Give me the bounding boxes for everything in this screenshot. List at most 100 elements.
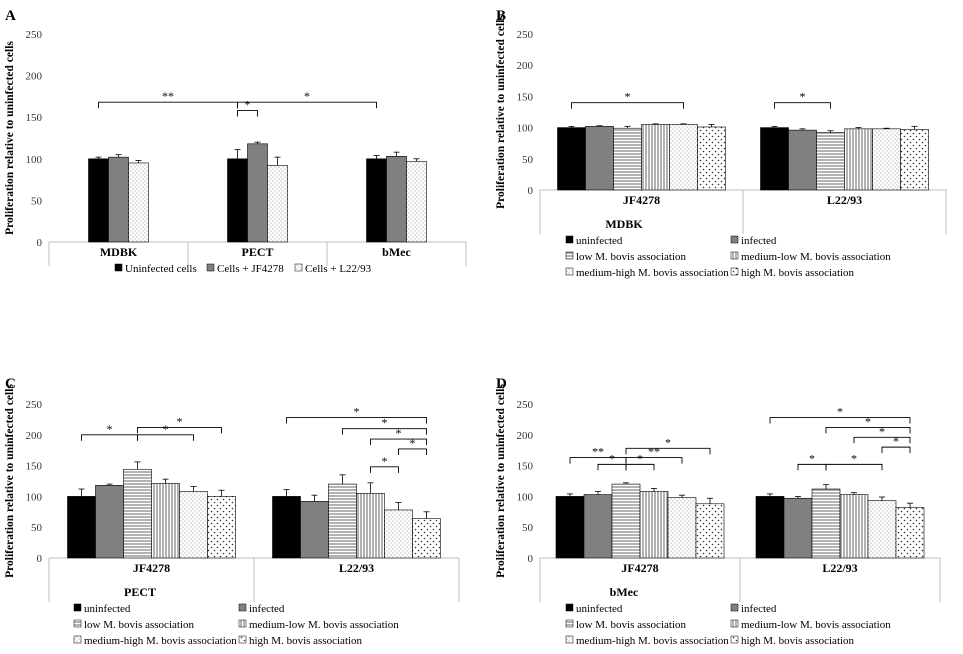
panel-title: PECT: [124, 585, 156, 599]
legend-label: medium-low M. bovis association: [249, 619, 399, 631]
significance-bracket: **: [98, 89, 238, 109]
category-label: L22/93: [822, 561, 857, 575]
legend-swatch: [730, 235, 739, 244]
bar: [667, 497, 697, 559]
significance-label: *: [382, 416, 388, 430]
bar: [179, 491, 208, 559]
significance-label: *: [163, 422, 169, 436]
bar: [557, 127, 586, 191]
bar: [839, 494, 869, 559]
significance-label: *: [879, 424, 885, 438]
legend-item: medium-high M. bovis association: [565, 635, 729, 647]
bracket-line: [370, 466, 399, 473]
y-tick-label: 250: [26, 29, 43, 41]
bar: [641, 124, 670, 191]
panel-letter: B: [496, 8, 506, 24]
y-tick-label: 200: [517, 60, 534, 72]
y-tick-label: 250: [517, 29, 534, 41]
legend-swatch: [238, 635, 247, 644]
legend: uninfected infected low M. bovis associati…: [565, 603, 891, 647]
bar: [695, 503, 725, 559]
y-tick-label: 100: [517, 123, 534, 135]
y-tick-label: 200: [26, 71, 43, 83]
legend-item: medium-high M. bovis association: [73, 635, 237, 647]
bracket-line: [571, 102, 684, 109]
significance-bracket: *: [342, 416, 427, 435]
significance-bracket: **: [569, 445, 627, 464]
y-tick-label: 200: [517, 430, 534, 442]
bar: [386, 156, 407, 243]
legend-swatch: [238, 619, 247, 628]
bracket-line: [342, 428, 427, 435]
bracket-line: [825, 463, 883, 471]
category-label: PECT: [241, 245, 273, 259]
y-axis: 0 50 100 150 200 250: [26, 29, 43, 249]
bracket-line: [825, 426, 911, 434]
significance-label: **: [648, 445, 660, 459]
y-tick-label: 200: [26, 430, 43, 442]
legend-swatch: [206, 263, 215, 272]
y-axis: 0 50 100 150 200 250: [517, 399, 534, 565]
bar: [872, 128, 901, 191]
legend-swatch: [565, 267, 574, 276]
legend-label: medium-high M. bovis association: [84, 635, 237, 647]
significance-label: *: [851, 451, 857, 465]
legend-label: medium-low M. bovis association: [741, 619, 891, 631]
panel-C: C 0 50 100 150 200 250 Proliferation relative t…: [4, 376, 460, 647]
bar: [755, 496, 785, 559]
legend-label: uninfected: [576, 603, 623, 615]
legend-swatch: [730, 619, 739, 628]
bracket-line: [237, 110, 258, 117]
panel-letter: A: [5, 8, 16, 24]
bracket-line: [625, 463, 655, 471]
significance-bracket: *: [625, 451, 655, 471]
bar: [366, 158, 387, 243]
y-tick-label: 0: [37, 237, 43, 249]
significance-label: *: [382, 454, 388, 468]
y-tick-label: 150: [517, 461, 534, 473]
legend-swatch: [73, 635, 82, 644]
significance-bracket: *: [137, 414, 222, 434]
y-tick-label: 150: [26, 461, 43, 473]
y-tick-label: 0: [528, 553, 534, 565]
significance-bracket: *: [398, 436, 427, 455]
bar: [555, 496, 585, 559]
bar: [247, 143, 268, 243]
y-tick-label: 50: [31, 195, 43, 207]
legend-item: medium-low M. bovis association: [238, 619, 399, 631]
y-axis: 0 50 100 150 200 250: [26, 399, 43, 565]
legend-swatch: [565, 603, 574, 612]
significance-label: *: [625, 90, 631, 104]
significance-bracket: *: [370, 426, 427, 446]
legend-label: low M. bovis association: [576, 619, 686, 631]
category-label: JF4278: [621, 561, 658, 575]
significance-bracket: *: [825, 451, 883, 471]
bar: [328, 483, 357, 559]
significance-label: *: [609, 451, 615, 465]
panel-B: B 0 50 100 150 200 250 Proliferation relative t…: [495, 8, 947, 279]
bar: [67, 496, 96, 559]
significance-bracket: *: [370, 454, 399, 473]
bar: [412, 518, 441, 559]
y-tick-label: 100: [26, 491, 43, 503]
significance-label: *: [809, 451, 815, 465]
bar: [128, 162, 149, 243]
bracket-line: [625, 457, 683, 464]
legend-item: uninfected: [565, 603, 623, 615]
legend-item: infected: [238, 603, 285, 615]
bracket-line: [398, 448, 427, 455]
panel-title: bMec: [610, 585, 639, 599]
bar: [272, 496, 301, 559]
legend: uninfected infected low M. bovis associati…: [73, 603, 399, 647]
legend-label: low M. bovis association: [84, 619, 194, 631]
significance-bracket: *: [81, 422, 138, 441]
legend-label: uninfected: [84, 603, 131, 615]
legend-item: low M. bovis association: [73, 619, 194, 631]
bar: [406, 160, 427, 243]
bar: [900, 129, 929, 191]
significance-label: *: [245, 98, 251, 112]
significance-label: *: [177, 414, 183, 428]
legend-swatch: [730, 635, 739, 644]
bracket-line: [286, 417, 427, 424]
